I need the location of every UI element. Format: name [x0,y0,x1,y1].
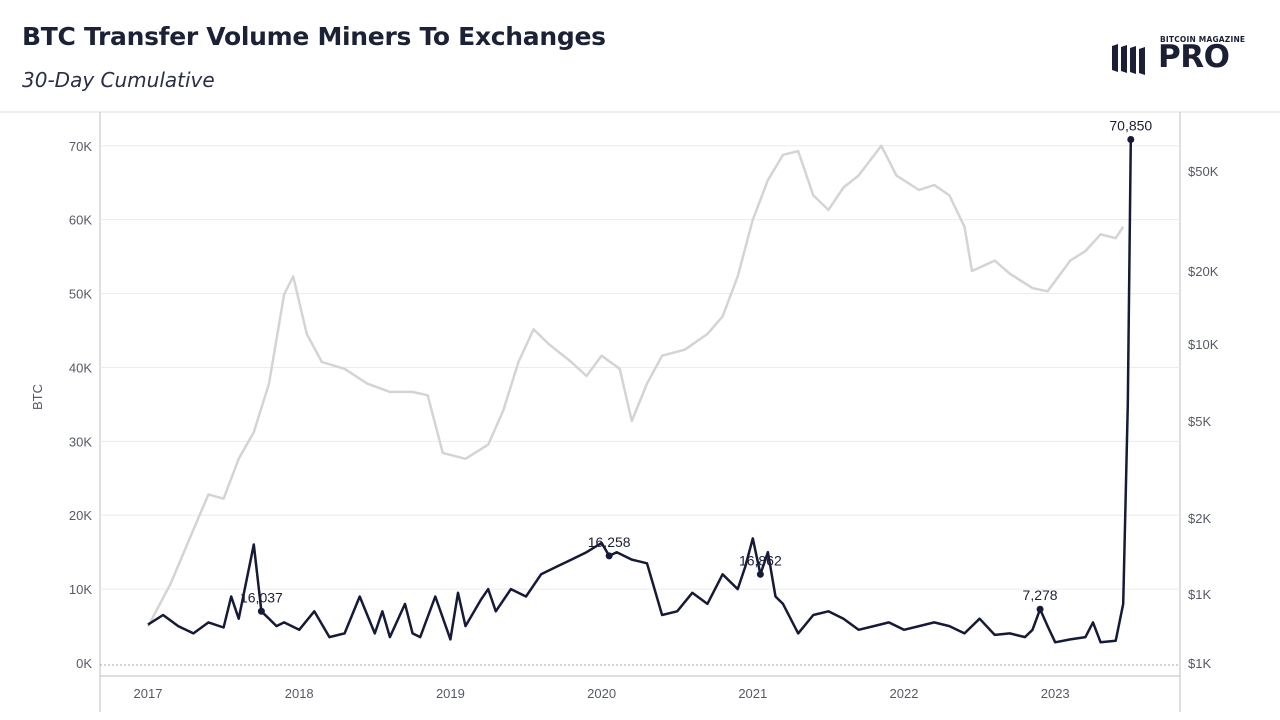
left-tick-label: 10K [69,582,92,597]
annotation-marker [605,552,613,560]
x-tick-label: 2018 [285,686,314,701]
left-tick-label: 50K [69,287,92,302]
x-axis-ticks: 2017 2018 2019 2020 2021 2022 2023 [134,686,1070,701]
left-tick-label: 60K [69,213,92,228]
annotation-marker [1036,605,1044,613]
volume-line [147,139,1133,644]
price-line [146,144,1125,628]
annotation-label: 7,278 [1023,587,1058,603]
annotation-marker [257,607,265,615]
chart-subtitle: 30-Day Cumulative [22,68,215,92]
annotation-label: 16,862 [739,552,782,568]
chart-title: BTC Transfer Volume Miners To Exchanges [22,22,606,51]
right-tick-label: $20K [1188,264,1219,279]
right-tick-label: $10K [1188,337,1219,352]
annotation-marker [756,570,764,578]
y-axis-label: BTC [30,384,45,410]
price-series [146,144,1125,628]
left-axis-ticks: 0K 10K 20K 30K 40K 50K 60K 70K [69,139,92,671]
left-tick-label: 70K [69,139,92,154]
gridlines [100,145,1180,590]
left-tick-label: 40K [69,360,92,375]
annotation-label: 16,258 [588,534,631,550]
right-tick-label: $1K [1188,587,1211,602]
x-tick-label: 2022 [890,686,919,701]
x-tick-label: 2019 [436,686,465,701]
right-tick-label: $2K [1188,511,1211,526]
right-axis-ticks: $1K $1K $2K $5K $10K $20K $50K [1188,164,1219,671]
left-tick-label: 20K [69,508,92,523]
annotation-marker [1127,136,1135,143]
x-tick-label: 2017 [134,686,163,701]
x-tick-label: 2021 [738,686,767,701]
annotation-label: 70,850 [1109,118,1152,134]
right-tick-label: $1K [1188,656,1211,671]
bitcoin-magazine-pro-logo: BITCOIN MAGAZINE PRO [1110,32,1260,80]
chart-frame [0,111,1280,712]
logo-pro-text: PRO [1158,39,1230,75]
logo-small-text: BITCOIN MAGAZINE [1160,35,1246,44]
logo-bars-icon [1112,44,1145,75]
volume-series [147,139,1133,644]
left-tick-label: 30K [69,434,92,449]
annotation-label: 16,037 [240,589,283,605]
right-tick-label: $5K [1188,414,1211,429]
right-tick-label: $50K [1188,164,1219,179]
annotations: 16,037 16,258 16,862 7,278 70,850 [240,118,1152,615]
x-tick-label: 2023 [1041,686,1070,701]
left-tick-label: 0K [76,656,92,671]
x-tick-label: 2020 [587,686,616,701]
